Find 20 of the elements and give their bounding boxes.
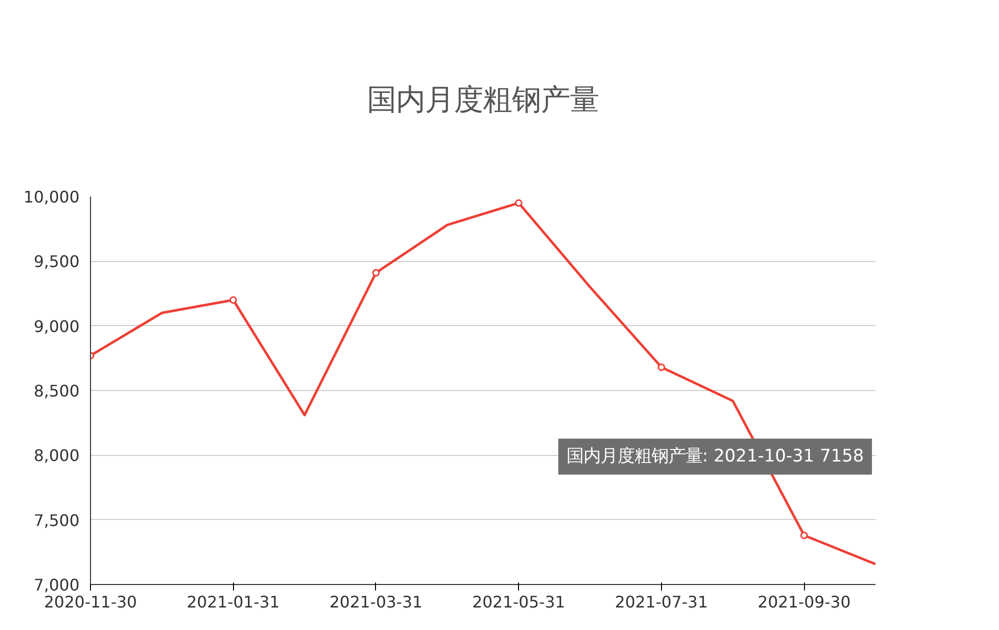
x-tick-label: 2021-01-31: [186, 592, 280, 612]
point: [800, 532, 808, 540]
point: [658, 363, 666, 371]
point: [229, 296, 237, 304]
x-tick-label: 2021-05-31: [472, 592, 566, 612]
x-tick-label: 2021-03-31: [329, 592, 422, 612]
x-tick-label: 2021-09-30: [758, 592, 851, 612]
y-tick-label: 10,000: [24, 188, 80, 206]
point: [372, 269, 380, 277]
point: [514, 199, 522, 207]
annotation: 国内月度粗钢产量: 2021-10-31 7158: [566, 446, 864, 467]
y-tick-label: 9,000: [34, 316, 80, 336]
y-tick-label: 7,000: [34, 576, 80, 594]
y-tick-label: 8,000: [34, 446, 80, 466]
chart-title: 国内月度粗钢产量: [367, 82, 599, 116]
y-tick-label: 9,500: [34, 252, 80, 272]
x-tick-label: 2021-07-31: [614, 592, 708, 612]
x-tick-label: 2020-11-30: [44, 592, 137, 612]
y-tick-label: 7,500: [34, 510, 80, 530]
y-tick-label: 8,500: [34, 382, 80, 400]
